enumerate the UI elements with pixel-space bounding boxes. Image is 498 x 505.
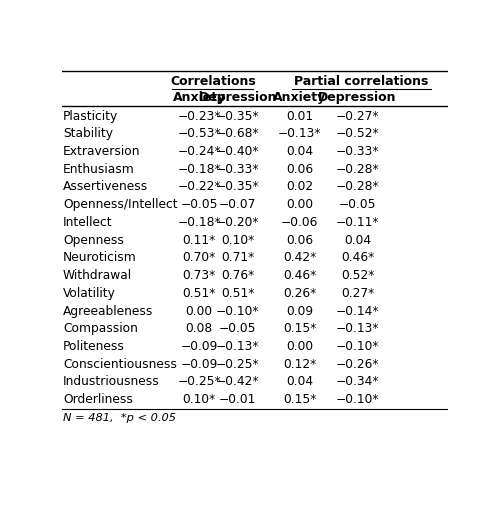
Text: −0.11*: −0.11* [336,216,379,228]
Text: 0.09: 0.09 [286,304,313,317]
Text: −0.13*: −0.13* [278,127,321,140]
Text: 0.11*: 0.11* [183,233,216,246]
Text: −0.09: −0.09 [181,339,218,352]
Text: −0.07: −0.07 [219,198,256,211]
Text: −0.33*: −0.33* [216,163,259,175]
Text: −0.06: −0.06 [281,216,318,228]
Text: −0.26*: −0.26* [336,357,379,370]
Text: −0.52*: −0.52* [336,127,379,140]
Text: −0.24*: −0.24* [177,145,221,158]
Text: −0.20*: −0.20* [216,216,259,228]
Text: Extraversion: Extraversion [63,145,140,158]
Text: Assertiveness: Assertiveness [63,180,148,193]
Text: Orderliness: Orderliness [63,392,133,406]
Text: 0.51*: 0.51* [183,286,216,299]
Text: Openness/Intellect: Openness/Intellect [63,198,178,211]
Text: 0.10*: 0.10* [183,392,216,406]
Text: −0.27*: −0.27* [336,109,379,122]
Text: −0.18*: −0.18* [177,163,221,175]
Text: 0.01: 0.01 [286,109,313,122]
Text: 0.10*: 0.10* [221,233,254,246]
Text: −0.25*: −0.25* [216,357,259,370]
Text: −0.28*: −0.28* [336,163,379,175]
Text: −0.09: −0.09 [181,357,218,370]
Text: 0.26*: 0.26* [283,286,316,299]
Text: Stability: Stability [63,127,113,140]
Text: 0.15*: 0.15* [283,322,316,335]
Text: −0.28*: −0.28* [336,180,379,193]
Text: −0.22*: −0.22* [177,180,221,193]
Text: 0.70*: 0.70* [183,251,216,264]
Text: −0.25*: −0.25* [177,375,221,388]
Text: 0.00: 0.00 [286,198,313,211]
Text: 0.73*: 0.73* [183,269,216,282]
Text: Depression: Depression [318,91,397,104]
Text: −0.13*: −0.13* [336,322,379,335]
Text: 0.27*: 0.27* [341,286,374,299]
Text: Openness: Openness [63,233,124,246]
Text: Correlations: Correlations [170,75,255,88]
Text: Partial correlations: Partial correlations [294,75,429,88]
Text: 0.76*: 0.76* [221,269,254,282]
Text: −0.05: −0.05 [180,198,218,211]
Text: −0.01: −0.01 [219,392,256,406]
Text: 0.00: 0.00 [286,339,313,352]
Text: Politeness: Politeness [63,339,125,352]
Text: 0.00: 0.00 [186,304,213,317]
Text: Conscientiousness: Conscientiousness [63,357,177,370]
Text: Volatility: Volatility [63,286,116,299]
Text: 0.08: 0.08 [186,322,213,335]
Text: 0.06: 0.06 [286,163,313,175]
Text: −0.42*: −0.42* [216,375,259,388]
Text: 0.04: 0.04 [344,233,371,246]
Text: 0.04: 0.04 [286,375,313,388]
Text: −0.23*: −0.23* [177,109,221,122]
Text: −0.68*: −0.68* [216,127,259,140]
Text: −0.35*: −0.35* [216,180,259,193]
Text: Withdrawal: Withdrawal [63,269,132,282]
Text: −0.53*: −0.53* [177,127,221,140]
Text: Depression: Depression [199,91,277,104]
Text: 0.02: 0.02 [286,180,313,193]
Text: Anxiety: Anxiety [173,91,226,104]
Text: 0.46*: 0.46* [283,269,316,282]
Text: Agreeableness: Agreeableness [63,304,153,317]
Text: 0.42*: 0.42* [283,251,316,264]
Text: Compassion: Compassion [63,322,138,335]
Text: −0.10*: −0.10* [216,304,259,317]
Text: 0.06: 0.06 [286,233,313,246]
Text: N = 481,  *p < 0.05: N = 481, *p < 0.05 [63,412,176,422]
Text: −0.05: −0.05 [339,198,376,211]
Text: Plasticity: Plasticity [63,109,118,122]
Text: 0.46*: 0.46* [341,251,374,264]
Text: −0.40*: −0.40* [216,145,259,158]
Text: 0.71*: 0.71* [221,251,254,264]
Text: 0.04: 0.04 [286,145,313,158]
Text: −0.10*: −0.10* [336,339,379,352]
Text: −0.18*: −0.18* [177,216,221,228]
Text: −0.14*: −0.14* [336,304,379,317]
Text: −0.35*: −0.35* [216,109,259,122]
Text: 0.52*: 0.52* [341,269,374,282]
Text: Neuroticism: Neuroticism [63,251,137,264]
Text: −0.13*: −0.13* [216,339,259,352]
Text: −0.05: −0.05 [219,322,256,335]
Text: Intellect: Intellect [63,216,113,228]
Text: 0.12*: 0.12* [283,357,316,370]
Text: −0.34*: −0.34* [336,375,379,388]
Text: Enthusiasm: Enthusiasm [63,163,135,175]
Text: −0.10*: −0.10* [336,392,379,406]
Text: −0.33*: −0.33* [336,145,379,158]
Text: 0.51*: 0.51* [221,286,254,299]
Text: 0.15*: 0.15* [283,392,316,406]
Text: Anxiety: Anxiety [273,91,326,104]
Text: Industriousness: Industriousness [63,375,160,388]
